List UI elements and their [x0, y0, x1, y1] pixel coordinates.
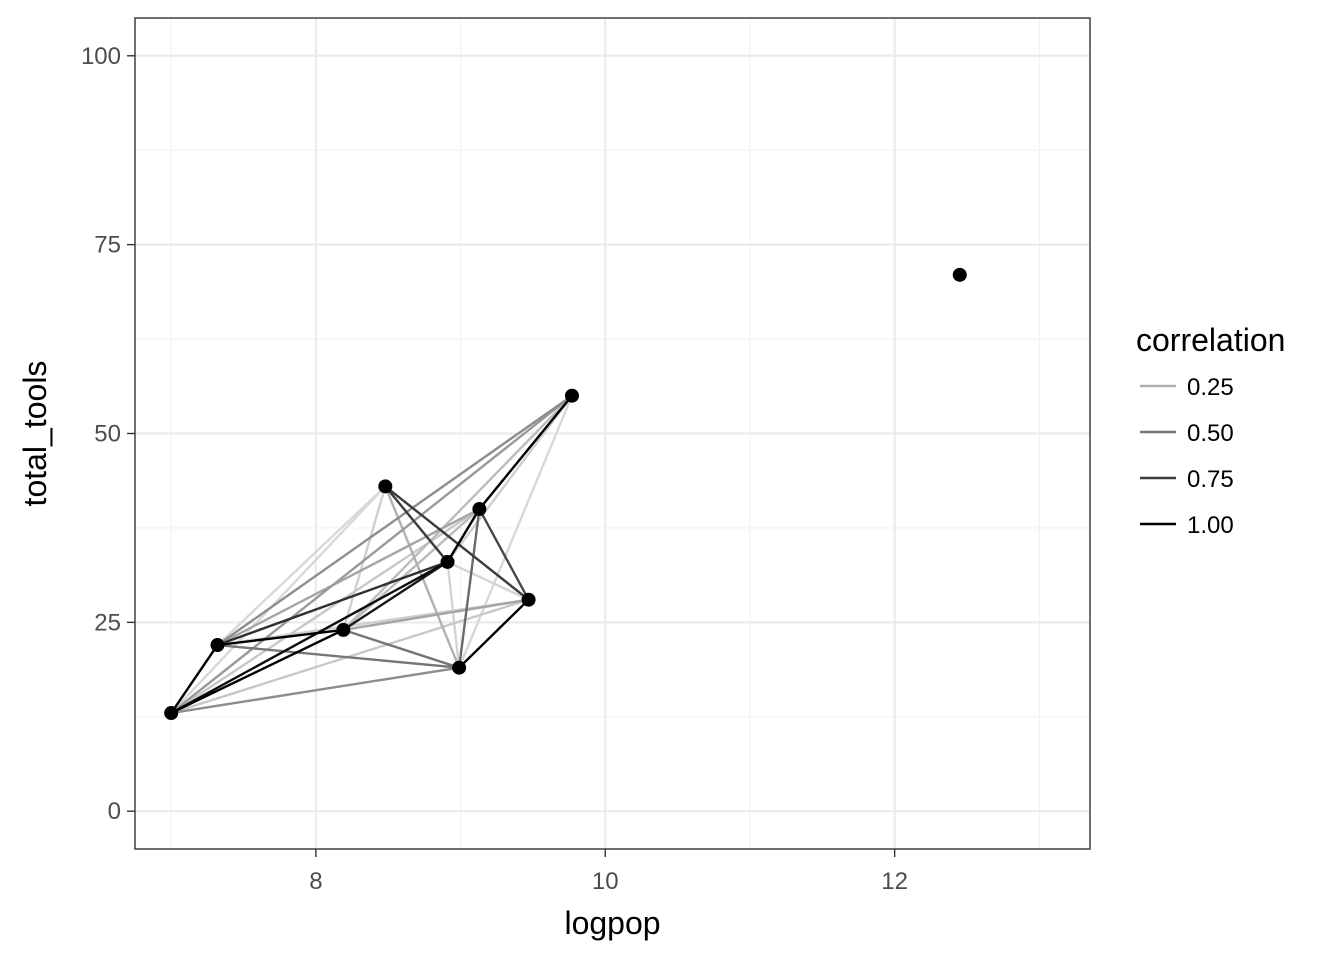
correlation-edge	[446, 395, 573, 563]
correlation-edge	[446, 561, 461, 668]
correlation-edge	[217, 560, 448, 647]
correlation-edge	[170, 560, 449, 715]
legend-label: 0.50	[1187, 420, 1234, 447]
data-point	[472, 502, 487, 517]
correlation-edge	[217, 628, 344, 647]
x-axis-title: logpop	[564, 905, 660, 941]
data-point	[210, 638, 225, 653]
y-axis-title: total_tools	[17, 361, 53, 507]
x-tick-label: 8	[309, 868, 322, 895]
data-point	[952, 267, 967, 282]
y-tick-label: 50	[94, 421, 121, 448]
data-point	[336, 622, 351, 637]
correlation-edge	[457, 508, 481, 668]
correlation-edge	[170, 644, 219, 714]
legend: correlation 0.25 0.50 0.75 1.00	[1136, 322, 1285, 539]
correlation-edge	[170, 394, 573, 714]
correlation-edge	[384, 485, 530, 601]
data-point	[164, 706, 179, 721]
data-point	[440, 554, 455, 569]
y-axis-ticks: 0 25 50 75 100	[81, 43, 135, 825]
correlation-edge	[216, 485, 387, 646]
correlation-edge	[343, 598, 529, 632]
correlation-edge	[216, 394, 573, 647]
data-point	[378, 479, 393, 494]
correlation-edge	[478, 394, 573, 510]
correlation-edge	[447, 560, 530, 601]
correlation-edge	[384, 485, 449, 563]
legend-title: correlation	[1136, 322, 1285, 358]
correlation-edge	[217, 643, 460, 669]
correlation-edge	[170, 485, 387, 714]
data-point	[564, 388, 579, 403]
y-tick-label: 100	[81, 43, 121, 70]
legend-label: 1.00	[1187, 512, 1234, 539]
data-point	[521, 592, 536, 607]
y-tick-label: 75	[94, 232, 121, 259]
grid-major-lines	[135, 18, 1090, 849]
correlation-edge	[342, 486, 387, 631]
legend-label: 0.25	[1187, 374, 1234, 401]
correlation-edge	[342, 560, 449, 631]
y-tick-label: 25	[94, 609, 121, 636]
correlation-edge	[342, 508, 481, 631]
x-tick-label: 12	[881, 868, 908, 895]
data-points	[164, 267, 967, 721]
correlation-edge	[216, 507, 480, 647]
correlation-edge	[170, 628, 344, 715]
correlation-edge	[170, 666, 460, 715]
x-tick-label: 10	[592, 868, 619, 895]
correlation-edge	[478, 508, 530, 601]
correlation-edge	[342, 628, 460, 669]
correlation-edge	[446, 508, 481, 563]
x-axis-ticks: 8 10 12	[309, 849, 908, 895]
legend-label: 0.75	[1187, 466, 1234, 493]
correlation-edge	[342, 394, 573, 631]
data-point	[452, 660, 467, 675]
grid-minor-lines	[135, 18, 1090, 849]
correlation-edges	[170, 394, 574, 715]
y-tick-label: 0	[108, 798, 121, 825]
correlation-edge	[458, 395, 574, 669]
correlation-edge	[458, 598, 530, 669]
